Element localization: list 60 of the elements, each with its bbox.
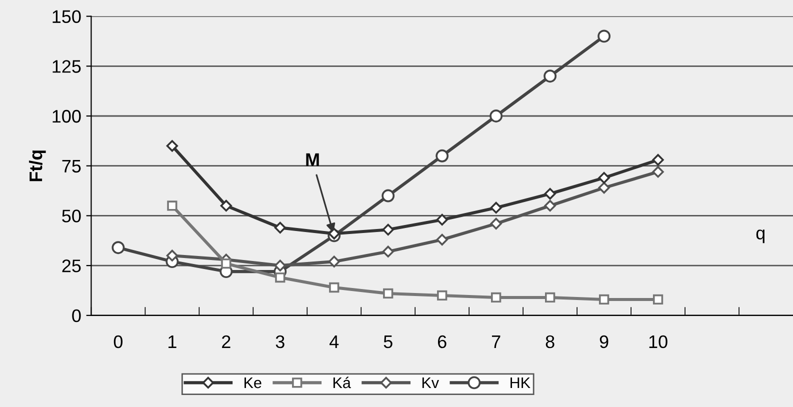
point — [274, 260, 286, 272]
point — [382, 189, 395, 202]
x-tick-label: 5 — [384, 336, 392, 348]
point — [220, 200, 232, 212]
point — [598, 182, 610, 194]
point — [329, 282, 340, 293]
point — [436, 214, 448, 226]
x-tick-label: 3 — [276, 335, 284, 348]
point — [598, 30, 611, 43]
x-tick-label: 10 — [649, 335, 668, 348]
point — [652, 294, 664, 305]
legend-label: Kv — [422, 378, 439, 388]
x-tick-label: 1 — [168, 336, 176, 348]
y-axis-title: Ft/q — [28, 150, 46, 182]
point — [166, 140, 178, 152]
y-tick-label: 125 — [52, 60, 81, 73]
y-tick-label: 150 — [52, 10, 81, 23]
x-axis-title: q — [756, 230, 764, 244]
point — [275, 272, 286, 283]
point — [652, 154, 664, 166]
y-tick-label: 75 — [62, 160, 81, 173]
x-tick-label: 2 — [222, 335, 230, 348]
point — [436, 149, 449, 162]
y-tick-label: 100 — [52, 110, 81, 123]
point — [382, 224, 394, 236]
annotation: M — [306, 153, 319, 166]
y-tick-label: 25 — [62, 260, 81, 272]
point — [166, 250, 178, 262]
point — [274, 222, 286, 234]
point — [598, 294, 610, 305]
point — [436, 234, 448, 246]
point — [544, 292, 556, 303]
point — [490, 110, 503, 122]
point — [112, 241, 125, 254]
point — [383, 288, 394, 299]
legend-label: Ká — [333, 376, 351, 388]
x-tick-label: 6 — [438, 335, 446, 348]
y-tick-label: 50 — [62, 210, 81, 222]
point — [491, 292, 502, 303]
legend-label: Ke — [244, 378, 262, 388]
point — [328, 228, 340, 240]
point — [544, 200, 556, 212]
point — [221, 258, 232, 269]
point — [544, 70, 557, 83]
point — [652, 166, 664, 178]
point — [490, 218, 502, 230]
legend-label: HK — [510, 378, 530, 388]
x-tick-label: 7 — [492, 336, 500, 348]
point — [382, 246, 394, 258]
point — [167, 200, 178, 211]
point — [328, 256, 340, 268]
point — [544, 188, 556, 200]
x-tick-label: 0 — [114, 335, 122, 348]
point — [437, 290, 448, 301]
x-tick-label: 9 — [600, 335, 608, 348]
point — [598, 172, 610, 184]
x-tick-label: 4 — [330, 336, 339, 348]
x-tick-label: 8 — [546, 335, 554, 348]
y-tick-label: 0 — [72, 309, 81, 322]
point — [490, 202, 502, 214]
